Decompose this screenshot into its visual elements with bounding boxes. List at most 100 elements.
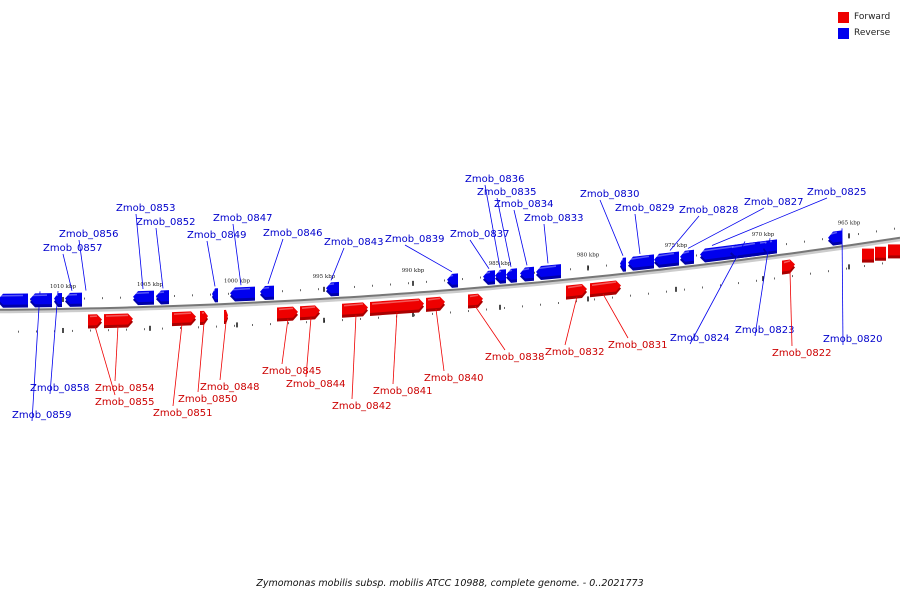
gene-label: Zmob_0839 [385, 234, 445, 245]
gene-highlight [173, 312, 192, 315]
gene-leader-line [305, 317, 312, 378]
scale-tick [587, 265, 589, 271]
forward-label: Forward [854, 12, 891, 22]
gene-leader-line [219, 321, 227, 381]
gene-leader-line [172, 323, 183, 407]
scale-tick [499, 304, 501, 310]
minor-tick [684, 288, 685, 291]
gene-arrow [590, 280, 621, 295]
minor-tick [594, 298, 595, 301]
gene-arrow [495, 269, 506, 281]
gene-arrow [260, 285, 274, 298]
minor-tick [720, 284, 721, 287]
gene-leader-line [841, 228, 844, 346]
minor-tick [234, 324, 235, 327]
forward-swatch [838, 11, 849, 23]
gene-arrow [30, 293, 52, 305]
gene-leader-line [711, 197, 828, 246]
gene-highlight [655, 252, 675, 258]
gene-arrow [54, 292, 62, 305]
gene-leader-line [330, 247, 345, 281]
minor-tick [702, 286, 703, 289]
gene-arrow [300, 305, 320, 318]
minor-tick [198, 326, 199, 329]
minor-tick [18, 330, 19, 333]
scale-tick [62, 296, 64, 302]
scale-tick [848, 233, 850, 239]
gene-arrow [88, 314, 102, 326]
gene-arrow [536, 264, 561, 278]
gene-label: Zmob_0844 [286, 379, 346, 390]
minor-tick [738, 282, 739, 285]
minor-tick [876, 230, 877, 233]
gene-label: Zmob_0842 [332, 401, 392, 412]
gene-leader-line [78, 239, 87, 291]
gene-arrow [0, 293, 28, 305]
minor-tick [558, 302, 559, 305]
minor-tick [804, 240, 805, 243]
minor-tick [486, 308, 487, 311]
minor-tick [612, 296, 613, 299]
gene-label: Zmob_0836 [465, 174, 525, 185]
gene-leader-line [754, 238, 771, 337]
minor-tick [252, 323, 253, 326]
gene-highlight [427, 297, 441, 301]
scale-tick-label: 1000 kbp [224, 278, 251, 284]
gene-leader-line [484, 184, 501, 268]
minor-tick [534, 271, 535, 274]
gene-leader-line [49, 291, 59, 395]
gene-label: Zmob_0835 [477, 187, 537, 198]
scale-tick-label: 1010 kbp [50, 284, 77, 290]
scale-tick-label: 965 kbp [838, 220, 861, 226]
gene-arrow [326, 281, 339, 294]
gene-arrow [654, 251, 679, 265]
gene-label: Zmob_0856 [59, 229, 119, 240]
gene-leader-line [392, 311, 398, 385]
gene-highlight [567, 284, 583, 289]
minor-tick [144, 328, 145, 331]
gene-arrow [620, 257, 626, 269]
gene-highlight [134, 291, 150, 295]
gene-arrow [230, 286, 255, 299]
gene-highlight [484, 271, 491, 275]
gene-arrow [212, 288, 218, 300]
minor-tick [786, 243, 787, 246]
gene-leader-line [496, 197, 512, 267]
gene-arrow [862, 248, 874, 260]
minor-tick [414, 314, 415, 317]
gene-label: Zmob_0838 [485, 352, 545, 363]
gene-highlight [829, 231, 838, 236]
gene-highlight [629, 255, 650, 260]
gene-leader-line [206, 240, 216, 287]
gene-arrow [104, 313, 133, 326]
gene-arrow [200, 310, 208, 323]
gene-label: Zmob_0831 [608, 340, 668, 351]
gene-arrow [156, 290, 169, 302]
gene-arrow [65, 292, 82, 304]
scale-tick [62, 327, 64, 333]
minor-tick [864, 265, 865, 268]
gene-leader-line [267, 238, 284, 285]
minor-tick [36, 330, 37, 333]
gene-highlight [105, 314, 129, 317]
legend-forward: Forward [838, 9, 898, 25]
gene-label: Zmob_0840 [424, 373, 484, 384]
scale-tick-label: 995 kbp [313, 274, 336, 280]
gene-arrow [133, 290, 154, 303]
gene-highlight [448, 274, 454, 277]
minor-tick [120, 296, 121, 299]
gene-highlight [496, 270, 502, 273]
gene-leader-line [513, 209, 528, 266]
gene-label: Zmob_0833 [524, 213, 584, 224]
gene-label: Zmob_0846 [263, 228, 323, 239]
gene-highlight [278, 307, 294, 311]
gene-highlight [681, 250, 690, 255]
minor-tick [666, 290, 667, 293]
minor-tick [108, 329, 109, 332]
minor-tick [390, 283, 391, 286]
minor-tick [882, 262, 883, 265]
gene-arrow [628, 254, 654, 268]
genome-caption: Zymomonas mobilis subsp. mobilis ATCC 10… [256, 578, 644, 589]
minor-tick [426, 280, 427, 283]
